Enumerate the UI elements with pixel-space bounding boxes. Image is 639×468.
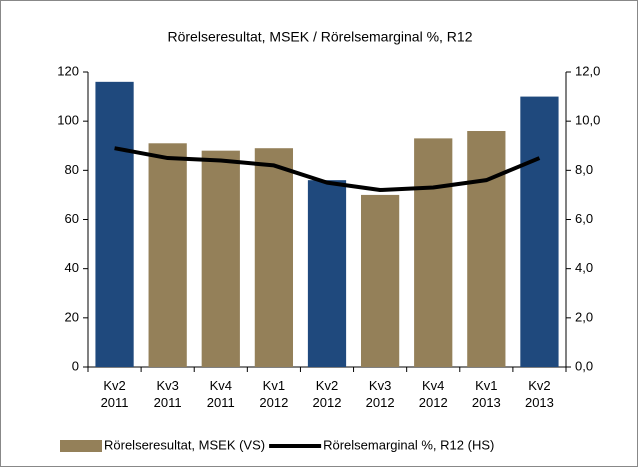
x-tick-label: Kv1 2013 [471,378,501,410]
x-tick-label: Kv3 2012 [365,378,395,410]
x-tick-label: Kv4 2011 [206,378,235,410]
legend-swatch [60,440,102,452]
y-tick-label: 0 [72,358,79,373]
bar [360,194,400,367]
y-tick-label: 80 [65,162,79,177]
x-tick-label: Kv2 2012 [312,378,342,410]
x-tick-label: Kv2 2013 [524,378,554,410]
bar [414,138,453,367]
bar [254,148,294,367]
bar [307,180,347,367]
legend-label: Rörelseresultat, MSEK (VS) [104,437,265,452]
y-tick-label: 120 [57,63,79,78]
legend-label: Rörelsemarginal %, R12 (HS) [323,437,494,452]
y2-tick-label: 0,0 [575,358,593,373]
x-tick-label: Kv1 2012 [259,378,289,410]
bar [148,143,187,367]
x-tick-label: Kv2 2011 [100,378,129,410]
y-tick-label: 40 [65,260,79,275]
y2-tick-label: 2,0 [575,309,593,324]
line [114,146,541,192]
y2-tick-label: 10,0 [575,113,600,128]
y2-tick-label: 12,0 [575,63,600,78]
y2-tick-label: 8,0 [575,162,593,177]
bar [467,131,506,367]
y-tick-label: 100 [57,113,79,128]
bar [95,81,134,367]
bar [201,150,240,367]
y2-tick-label: 6,0 [575,211,593,226]
y-tick-label: 60 [65,211,79,226]
x-tick-label: Kv3 2011 [153,378,182,410]
x-tick-label: Kv4 2012 [418,378,448,410]
y-tick-label: 20 [65,309,79,324]
chart-title: Rörelseresultat, MSEK / Rörelsemarginal … [167,29,472,45]
bar [520,96,559,367]
y2-tick-label: 4,0 [575,260,593,275]
